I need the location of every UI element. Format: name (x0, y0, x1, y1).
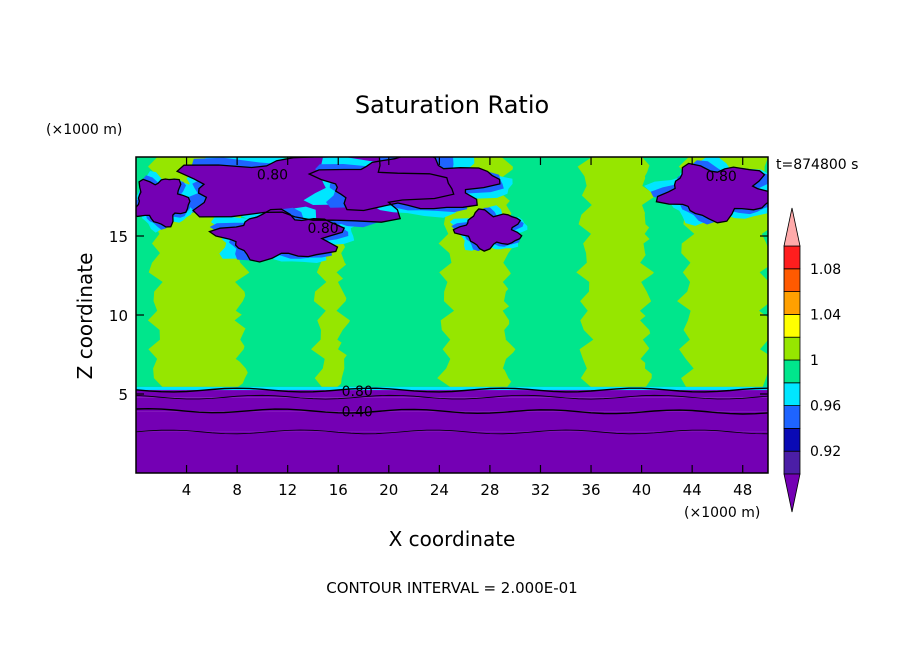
colorbar-segment (783, 359, 801, 384)
chart-title: Saturation Ratio (355, 91, 549, 119)
contour-lines (136, 157, 768, 435)
colorbar-segment (783, 405, 801, 429)
field-band (576, 157, 657, 388)
x-axis-ticks: 4 8 12 16 20 24 28 32 36 40 44 48 (182, 157, 752, 499)
contour-label: 0.40 (342, 404, 373, 420)
contour-interval-footer: CONTOUR INTERVAL = 2.000E-01 (326, 579, 577, 597)
y-axis-label: Z coordinate (73, 253, 97, 380)
x-tick-label: 40 (632, 481, 651, 499)
x-tick-label: 12 (278, 481, 297, 499)
time-label: t=874800 s (776, 157, 858, 173)
colorbar-label: 1 (810, 353, 819, 369)
lower-layer (136, 390, 768, 398)
x-unit-label: (×1000 m) (684, 505, 760, 521)
contour-line (136, 407, 768, 415)
x-tick-label: 48 (733, 481, 752, 499)
colorbar-segment (783, 336, 801, 361)
x-tick-label: 28 (480, 481, 499, 499)
field-band (639, 157, 694, 388)
x-tick-label: 20 (379, 481, 398, 499)
colorbar-label: 0.96 (810, 399, 841, 415)
x-tick-label: 32 (531, 481, 550, 499)
contour-label: 0.80 (257, 167, 288, 183)
colorbar-label: 1.04 (810, 307, 841, 323)
contour-line (208, 208, 346, 263)
x-tick-label: 16 (329, 481, 348, 499)
contour-line (136, 178, 191, 228)
x-tick-label: 44 (683, 481, 702, 499)
contour-labels: 0.80 0.80 0.80 0.80 0.40 (257, 167, 737, 420)
y-axis-ticks: 5 10 15 (109, 228, 768, 404)
lower-layer (136, 431, 768, 473)
colorbar-segment (783, 450, 801, 475)
colorbar-segment (783, 268, 801, 292)
lower-layer-edge (136, 386, 768, 390)
plot-area (136, 157, 768, 473)
x-tick-label: 4 (182, 481, 192, 499)
contour-line (136, 429, 768, 435)
contour-label: 0.80 (307, 221, 338, 237)
colorbar-segment (783, 291, 801, 315)
colorbar-max-triangle (783, 207, 801, 247)
x-tick-label: 36 (581, 481, 600, 499)
x-axis-label: X coordinate (389, 527, 516, 551)
contour-label: 0.80 (706, 169, 737, 185)
y-unit-label: (×1000 m) (46, 122, 122, 138)
contour-line (136, 387, 768, 393)
cloud-core (309, 157, 500, 211)
colorbar: 1.08 1.04 1 0.96 0.92 (783, 207, 841, 513)
x-tick-label: 8 (232, 481, 242, 499)
colorbar-label: 0.92 (810, 444, 841, 460)
lower-layer (136, 411, 768, 432)
contour-line (452, 208, 523, 252)
colorbar-segment (783, 382, 801, 406)
cloud-core (209, 209, 345, 262)
y-tick-label: 10 (109, 307, 128, 325)
contour-line (175, 157, 455, 223)
colorbar-segment (783, 245, 801, 270)
contour-line (136, 394, 768, 400)
contour-label: 0.80 (342, 384, 373, 400)
colorbar-segment (783, 313, 801, 338)
lower-layer (136, 397, 768, 412)
y-tick-label: 5 (118, 386, 128, 404)
colorbar-label: 1.08 (810, 262, 841, 278)
colorbar-min-triangle (783, 473, 801, 513)
x-tick-label: 24 (430, 481, 449, 499)
contour-line (655, 162, 768, 224)
y-tick-label: 15 (109, 228, 128, 246)
colorbar-segment (783, 427, 801, 452)
contour-line (307, 157, 501, 212)
field-band (500, 157, 594, 388)
